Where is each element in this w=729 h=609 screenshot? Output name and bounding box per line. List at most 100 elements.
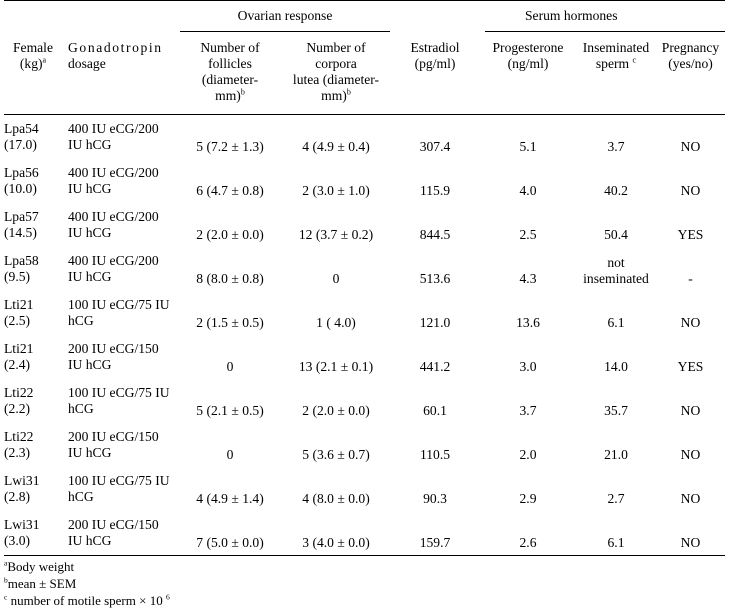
footnote-c: c number of motile sperm × 10 6 [4, 592, 170, 608]
corpora-lutea-cell: 0 [332, 270, 340, 286]
table-row: Lti22 (2.2) 100 IU eCG/75 IU hCG 5 (2.1 ± … [4, 379, 725, 423]
follicles-cell: 0 [226, 446, 234, 462]
progesterone-cell: 2.0 [519, 446, 537, 462]
estradiol-cell: 441.2 [419, 358, 451, 374]
table-row: Lti21 (2.5) 100 IU eCG/75 IU hCG 2 (1.5 ± … [4, 291, 725, 335]
dosage-cell: 100 IU eCG/75 IU hCG [68, 384, 170, 416]
female-id-cell: Lpa57 (14.5) [4, 208, 39, 240]
corpora-lutea-cell: 1 ( 4.0) [316, 314, 356, 330]
dosage-cell: 200 IU eCG/150 IU hCG [62, 510, 178, 556]
progesterone-cell: 2.9 [519, 490, 537, 506]
inseminated-sperm-header: Inseminated sperm c [576, 32, 656, 115]
female-id-cell: Lwi31 (3.0) [4, 510, 62, 556]
table-rows: Lpa54 (17.0) 400 IU eCG/200 IU hCG 5 (7.2 … [4, 114, 725, 556]
ovarian-response-header: Ovarian response [180, 0, 390, 32]
pregnancy-cell: NO [680, 314, 701, 330]
follicles-cell: 8 (8.0 ± 0.8) [196, 270, 264, 286]
pregnancy-cell: NO [680, 138, 701, 154]
sperm-cell: 6.1 [607, 314, 625, 330]
corpora-lutea-cell: 4 (8.0 ± 0.0) [302, 490, 370, 506]
progesterone-cell: 13.6 [516, 314, 540, 330]
estradiol-header: Estradiol (pg/ml) [390, 32, 480, 115]
table-row: Lti22 (2.3) 200 IU eCG/150 IU hCG 0 5 (3.6… [4, 423, 725, 467]
estradiol-cell: 844.5 [419, 226, 451, 242]
progesterone-cell: 3.7 [519, 402, 537, 418]
table-row: Lwi31 (3.0) 200 IU eCG/150 IU hCG 7 (5.0 ±… [4, 510, 725, 556]
sperm-cell: 6.1 [576, 510, 656, 556]
footnote-a: aBody weight [4, 558, 75, 574]
estradiol-cell: 60.1 [423, 402, 447, 418]
progesterone-header: Progesterone (ng/ml) [480, 32, 576, 115]
table-row: Lti21 (2.4) 200 IU eCG/150 IU hCG 0 13 (2.… [4, 335, 725, 379]
corpora-lutea-cell: 5 (3.6 ± 0.7) [302, 446, 370, 462]
follicles-cell: 0 [226, 358, 234, 374]
female-id-cell: Lti21 (2.4) [4, 340, 34, 372]
table-row: Lpa57 (14.5) 400 IU eCG/200 IU hCG 2 (2.0 … [4, 203, 725, 247]
pregnancy-cell: NO [680, 490, 701, 506]
dosage-cell: 100 IU eCG/75 IU hCG [68, 472, 170, 504]
pregnancy-cell: NO [656, 510, 725, 556]
estradiol-cell: 110.5 [419, 446, 451, 462]
female-id-cell: Lwi31 (2.8) [4, 472, 40, 504]
female-id-cell: Lti22 (2.2) [4, 384, 34, 416]
estradiol-cell: 121.0 [419, 314, 451, 330]
estradiol-cell: 115.9 [419, 182, 451, 198]
dosage-cell: 400 IU eCG/200 IU hCG [68, 252, 159, 284]
progesterone-cell: 2.6 [480, 510, 576, 556]
corpora-lutea-cell: 3 (4.0 ± 0.0) [282, 510, 390, 556]
sperm-cell: 40.2 [604, 182, 628, 198]
follicles-cell: 4 (4.9 ± 1.4) [196, 490, 264, 506]
sperm-cell: 50.4 [604, 226, 628, 242]
pregnancy-cell: NO [680, 182, 701, 198]
estradiol-cell: 307.4 [419, 138, 451, 154]
follicles-cell: 7 (5.0 ± 0.0) [178, 510, 282, 556]
pregnancy-cell: - [688, 270, 693, 286]
follicles-cell: 2 (1.5 ± 0.5) [196, 314, 264, 330]
pregnancy-cell: YES [677, 358, 704, 374]
corpora-lutea-header: Number of corpora lutea (diameter- mm)b [282, 32, 390, 115]
table-row: Lpa56 (10.0) 400 IU eCG/200 IU hCG 6 (4.7 … [4, 159, 725, 203]
sperm-cell: 21.0 [604, 446, 628, 462]
female-id-cell: Lti22 (2.3) [4, 428, 34, 460]
results-table: Ovarian response Serum hormones [4, 0, 725, 32]
corpora-lutea-cell: 12 (3.7 ± 0.2) [298, 226, 374, 242]
progesterone-cell: 3.0 [519, 358, 537, 374]
sperm-cell: 2.7 [607, 490, 625, 506]
estradiol-cell: 513.6 [419, 270, 451, 286]
female-id-cell: Lpa54 (17.0) [4, 120, 39, 152]
sperm-cell: not inseminated [583, 254, 649, 286]
sperm-cell: 3.7 [607, 138, 625, 154]
pregnancy-cell: NO [680, 402, 701, 418]
dosage-cell: 200 IU eCG/150 IU hCG [68, 428, 159, 460]
corpora-lutea-cell: 4 (4.9 ± 0.4) [302, 138, 370, 154]
pregnancy-header: Pregnancy (yes/no) [656, 32, 725, 115]
progesterone-cell: 4.3 [519, 270, 537, 286]
follicles-cell: 5 (7.2 ± 1.3) [196, 138, 264, 154]
column-header-row: Female (kg)a Gonadotropin dosage Number … [4, 32, 725, 115]
female-header: Female (kg)a [4, 32, 62, 115]
dosage-cell: 400 IU eCG/200 IU hCG [68, 164, 159, 196]
corpora-lutea-cell: 13 (2.1 ± 0.1) [298, 358, 374, 374]
serum-hormones-header: Serum hormones [485, 0, 725, 32]
estradiol-cell: 159.7 [390, 510, 480, 556]
sperm-cell: 35.7 [604, 402, 628, 418]
results-table-container: Ovarian response Serum hormones Female (… [4, 0, 725, 556]
female-id-cell: Lti21 (2.5) [4, 296, 34, 328]
progesterone-cell: 5.1 [519, 138, 537, 154]
table-row: Lpa54 (17.0) 400 IU eCG/200 IU hCG 5 (7.2 … [4, 114, 725, 159]
female-id-cell: Lpa56 (10.0) [4, 164, 39, 196]
corpora-lutea-cell: 2 (3.0 ± 1.0) [302, 182, 370, 198]
corpora-lutea-cell: 2 (2.0 ± 0.0) [302, 402, 370, 418]
results-table-body: Female (kg)a Gonadotropin dosage Number … [4, 32, 725, 556]
pregnancy-cell: NO [680, 446, 701, 462]
female-id-cell: Lpa58 (9.5) [4, 252, 39, 284]
dosage-cell: 400 IU eCG/200 IU hCG [68, 120, 159, 152]
dosage-cell: 200 IU eCG/150 IU hCG [68, 340, 159, 372]
table-row: Lwi31 (2.8) 100 IU eCG/75 IU hCG 4 (4.9 ± … [4, 467, 725, 511]
group-header-row: Ovarian response Serum hormones [4, 0, 725, 32]
pregnancy-cell: YES [677, 226, 704, 242]
estradiol-cell: 90.3 [423, 490, 447, 506]
sperm-cell: 14.0 [604, 358, 628, 374]
follicles-header: Number of follicles (diameter- mm)b [178, 32, 282, 115]
follicles-cell: 2 (2.0 ± 0.0) [196, 226, 264, 242]
